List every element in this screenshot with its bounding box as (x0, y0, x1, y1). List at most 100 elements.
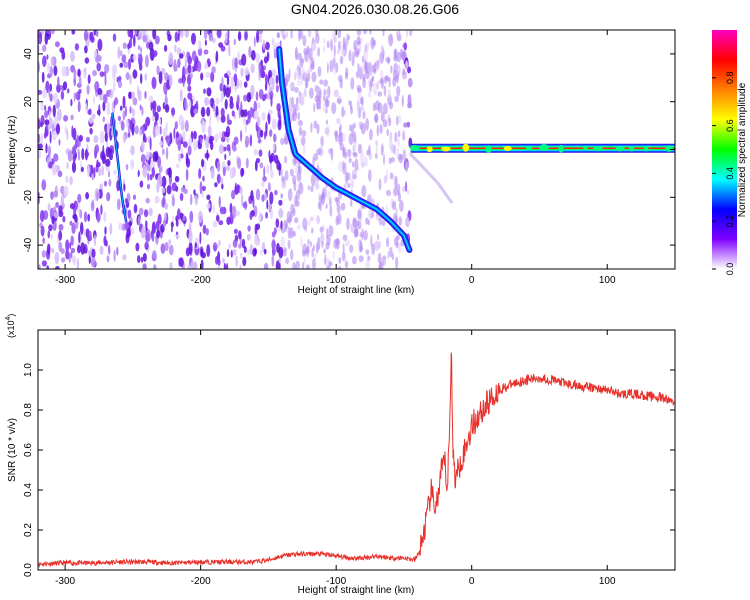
spectrogram-noise-cell (323, 89, 327, 96)
spectrogram-noise-cell (368, 63, 374, 76)
spectrogram-noise-cell (109, 222, 113, 236)
spectrogram-noise-cell (42, 88, 48, 99)
spectrogram-noise-cell (40, 115, 45, 126)
spectrogram-noise-cell (248, 46, 252, 58)
spectrogram-noise-cell (341, 251, 346, 262)
spectrogram-noise-cell (219, 206, 224, 215)
spectrogram-noise-cell (148, 207, 153, 217)
spectrogram-noise-cell (388, 33, 394, 47)
spectrogram-noise-cell (389, 246, 393, 258)
spectrogram-noise-cell (206, 244, 211, 257)
spectrogram-noise-cell (73, 255, 76, 266)
snr-x-tick-label: -300 (55, 576, 75, 587)
spectrogram-noise-cell (228, 243, 232, 249)
snr-y-tick-label: 0.4 (23, 483, 34, 497)
spectrogram-noise-cell (167, 34, 172, 42)
spectrogram-noise-cell (180, 153, 184, 159)
spectrogram-noise-cell (185, 247, 190, 257)
spectrogram-noise-cell (361, 227, 364, 241)
spectrogram-noise-cell (152, 151, 157, 162)
spectrogram-noise-cell (313, 253, 317, 260)
spectrogram-noise-cell (69, 176, 73, 186)
spectrogram-noise-cell (135, 242, 140, 252)
spectrogram-noise-cell (323, 38, 326, 44)
spectrogram-noise-cell (151, 233, 155, 242)
spectrogram-noise-cell (98, 167, 102, 177)
spectrogram-noise-cell (85, 102, 88, 113)
spectrogram-noise-cell (218, 131, 222, 139)
spectrogram-noise-cell (84, 57, 90, 64)
spectrogram-noise-cell (84, 151, 90, 157)
spectrogram-noise-cell (156, 182, 160, 193)
spectrogram-noise-cell (236, 94, 240, 105)
spectrogram-noise-cell (212, 37, 216, 44)
spectrogram-noise-cell (44, 119, 50, 126)
spectrogram-noise-cell (356, 48, 360, 56)
spectrogram-noise-cell (140, 228, 146, 239)
spectrogram-noise-cell (214, 133, 219, 143)
spectrogram-noise-cell (366, 149, 370, 156)
spectrogram-noise-cell (286, 31, 288, 38)
spectrogram-noise-cell (124, 198, 129, 204)
spectrogram-noise-cell (87, 74, 91, 85)
spectrogram-noise-cell (291, 96, 294, 108)
spectrogram-noise-cell (160, 243, 166, 254)
spectrogram-noise-cell (394, 95, 399, 103)
spectrogram-noise-cell (104, 63, 110, 74)
spectrogram-noise-cell (300, 235, 303, 248)
spectrogram-noise-cell (333, 34, 337, 44)
spectrogram-noise-cell (297, 120, 303, 127)
spectrogram-noise-cell (395, 207, 398, 216)
spectrogram-noise-cell (149, 137, 152, 151)
spectrogram-noise-cell (333, 44, 336, 58)
spectrogram-noise-cell (229, 86, 232, 94)
spectrogram-noise-cell (345, 67, 349, 77)
spectrogram-noise-cell (221, 76, 224, 90)
spectrogram-noise-cell (106, 101, 110, 110)
spectrogram-noise-cell (242, 256, 247, 267)
spectrogram-noise-cell (156, 65, 160, 76)
spectrogram-noise-cell (317, 47, 320, 57)
spectrogram-noise-cell (231, 110, 235, 117)
spectrogram-noise-cell (406, 121, 411, 128)
spectrogram-noise-cell (359, 240, 363, 253)
spectrogram-noise-cell (174, 121, 178, 130)
spectrogram-noise-cell (329, 206, 333, 217)
spectrogram-noise-cell (405, 60, 408, 70)
spectrogram-noise-cell (352, 218, 358, 228)
spectrogram-noise-cell (100, 204, 103, 216)
spectrogram-noise-cell (323, 44, 325, 54)
spectrogram-noise-cell (269, 129, 273, 138)
spectrogram-noise-cell (326, 40, 330, 49)
spectrogram-noise-cell (396, 71, 399, 84)
spectrogram-noise-cell (365, 70, 370, 80)
swept-trace (278, 48, 411, 251)
spectrogram-noise-cell (46, 243, 51, 255)
spectrogram-noise-cell (237, 51, 240, 63)
spectrogram-noise-cell (137, 169, 140, 178)
spectrogram-noise-cell (310, 173, 316, 187)
spectrogram-noise-cell (99, 71, 105, 77)
spectrogram-noise-cell (237, 31, 242, 42)
snr-y-multiplier-exp: 4 (5, 316, 12, 320)
spectrogram-noise-cell (350, 176, 354, 189)
spectrogram-noise-cell (310, 122, 313, 134)
spectrogram-noise-cell (407, 77, 413, 88)
spectrogram-noise-cell (240, 193, 244, 206)
spectrogram-noise-cell (216, 214, 220, 222)
spectrogram-noise-cell (190, 105, 196, 118)
spectrogram-noise-cell (338, 160, 343, 173)
spectrogram-noise-cell (389, 101, 394, 110)
spectrogram-noise-cell (255, 52, 260, 64)
snr-y-ticks: 0.0 0.2 0.4 0.6 0.8 1.0 (23, 363, 675, 577)
tone-line-blob (615, 146, 625, 152)
spectrogram-noise-cell (347, 148, 352, 158)
spectrogram-noise-cell (41, 179, 47, 191)
spectrogram-noise-cell (244, 135, 250, 147)
colorbar-tick-label: 0.4 (725, 167, 735, 180)
spectrogram-noise-cell (132, 54, 137, 62)
spectrogram-noise-cell (316, 148, 322, 156)
spectrogram-noise-cell (56, 83, 61, 93)
spectrogram-noise-cell (83, 67, 87, 79)
spectrogram-noise-cell (212, 220, 218, 228)
